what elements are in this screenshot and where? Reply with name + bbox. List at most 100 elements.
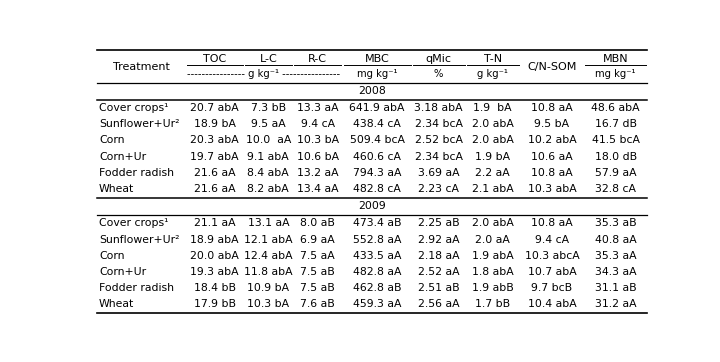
Text: 8.0 aB: 8.0 aB xyxy=(300,218,336,228)
Text: 3.18 abA: 3.18 abA xyxy=(414,103,463,113)
Text: 8.4 abA: 8.4 abA xyxy=(248,168,289,178)
Text: 13.3 aA: 13.3 aA xyxy=(297,103,338,113)
Text: 34.3 aA: 34.3 aA xyxy=(595,267,636,277)
Text: 21.6 aA: 21.6 aA xyxy=(194,168,235,178)
Text: Corn+Ur: Corn+Ur xyxy=(99,267,146,277)
Text: 2.92 aA: 2.92 aA xyxy=(418,235,459,245)
Text: 2009: 2009 xyxy=(358,201,386,211)
Text: 18.4 bB: 18.4 bB xyxy=(194,283,235,293)
Text: 13.2 aA: 13.2 aA xyxy=(297,168,338,178)
Text: 12.1 abA: 12.1 abA xyxy=(244,235,292,245)
Text: Sunflower+Ur²: Sunflower+Ur² xyxy=(99,235,179,245)
Text: Corn: Corn xyxy=(99,135,125,146)
Text: 438.4 cA: 438.4 cA xyxy=(353,119,401,129)
Text: R-C: R-C xyxy=(308,54,328,64)
Text: 460.6 cA: 460.6 cA xyxy=(353,152,401,161)
Text: 9.4 cA: 9.4 cA xyxy=(535,235,569,245)
Text: 11.8 abA: 11.8 abA xyxy=(244,267,292,277)
Text: 10.4 abA: 10.4 abA xyxy=(528,299,577,309)
Text: mg kg⁻¹: mg kg⁻¹ xyxy=(595,70,636,79)
Text: 10.8 aA: 10.8 aA xyxy=(531,103,573,113)
Text: mg kg⁻¹: mg kg⁻¹ xyxy=(357,70,397,79)
Text: 10.8 aA: 10.8 aA xyxy=(531,168,573,178)
Text: 509.4 bcA: 509.4 bcA xyxy=(350,135,405,146)
Text: Treatment: Treatment xyxy=(113,62,170,72)
Text: 10.3 bA: 10.3 bA xyxy=(297,135,339,146)
Text: 7.5 aA: 7.5 aA xyxy=(300,251,335,261)
Text: 7.5 aB: 7.5 aB xyxy=(300,283,335,293)
Text: 2008: 2008 xyxy=(358,86,386,96)
Text: C/N-SOM: C/N-SOM xyxy=(527,62,577,72)
Text: MBN: MBN xyxy=(603,54,629,64)
Text: qMic: qMic xyxy=(426,54,451,64)
Text: 10.6 aA: 10.6 aA xyxy=(531,152,573,161)
Text: 2.34 bcA: 2.34 bcA xyxy=(415,152,463,161)
Text: 9.5 aA: 9.5 aA xyxy=(251,119,286,129)
Text: 18.9 bA: 18.9 bA xyxy=(194,119,235,129)
Text: 1.9  bA: 1.9 bA xyxy=(473,103,512,113)
Text: 3.69 aA: 3.69 aA xyxy=(418,168,459,178)
Text: 462.8 aB: 462.8 aB xyxy=(353,283,401,293)
Text: 482.8 cA: 482.8 cA xyxy=(353,184,401,194)
Text: 2.51 aB: 2.51 aB xyxy=(418,283,459,293)
Text: L-C: L-C xyxy=(259,54,277,64)
Text: 9.1 abA: 9.1 abA xyxy=(248,152,289,161)
Text: 13.1 aA: 13.1 aA xyxy=(248,218,289,228)
Text: 433.5 aA: 433.5 aA xyxy=(353,251,401,261)
Text: Cover crops¹: Cover crops¹ xyxy=(99,103,168,113)
Text: 35.3 aA: 35.3 aA xyxy=(595,251,636,261)
Text: 473.4 aB: 473.4 aB xyxy=(353,218,401,228)
Text: 2.52 aA: 2.52 aA xyxy=(418,267,459,277)
Text: 9.5 bA: 9.5 bA xyxy=(534,119,570,129)
Text: 7.6 aB: 7.6 aB xyxy=(300,299,335,309)
Text: 10.8 aA: 10.8 aA xyxy=(531,218,573,228)
Text: 9.7 bcB: 9.7 bcB xyxy=(531,283,572,293)
Text: 10.3 abcA: 10.3 abcA xyxy=(525,251,580,261)
Text: 18.0 dB: 18.0 dB xyxy=(595,152,636,161)
Text: Wheat: Wheat xyxy=(99,299,134,309)
Text: 1.9 bA: 1.9 bA xyxy=(475,152,510,161)
Text: 20.3 abA: 20.3 abA xyxy=(190,135,239,146)
Text: 19.3 abA: 19.3 abA xyxy=(190,267,239,277)
Text: Corn: Corn xyxy=(99,251,125,261)
Text: Fodder radish: Fodder radish xyxy=(99,168,174,178)
Text: 2.25 aB: 2.25 aB xyxy=(418,218,459,228)
Text: Wheat: Wheat xyxy=(99,184,134,194)
Text: 9.4 cA: 9.4 cA xyxy=(301,119,335,129)
Text: 18.9 abA: 18.9 abA xyxy=(190,235,239,245)
Text: 20.7 abA: 20.7 abA xyxy=(190,103,239,113)
Text: 40.8 aA: 40.8 aA xyxy=(595,235,636,245)
Text: 552.8 aA: 552.8 aA xyxy=(353,235,401,245)
Text: 31.2 aA: 31.2 aA xyxy=(595,299,636,309)
Text: 10.9 bA: 10.9 bA xyxy=(247,283,289,293)
Text: 41.5 bcA: 41.5 bcA xyxy=(592,135,639,146)
Text: 31.1 aB: 31.1 aB xyxy=(595,283,636,293)
Text: 2.34 bcA: 2.34 bcA xyxy=(415,119,463,129)
Text: 641.9 abA: 641.9 abA xyxy=(349,103,405,113)
Text: 21.6 aA: 21.6 aA xyxy=(194,184,235,194)
Text: Sunflower+Ur²: Sunflower+Ur² xyxy=(99,119,179,129)
Text: 10.3 abA: 10.3 abA xyxy=(528,184,577,194)
Text: 16.7 dB: 16.7 dB xyxy=(595,119,636,129)
Text: 48.6 abA: 48.6 abA xyxy=(591,103,640,113)
Text: 21.1 aA: 21.1 aA xyxy=(194,218,235,228)
Text: 13.4 aA: 13.4 aA xyxy=(297,184,338,194)
Text: MBC: MBC xyxy=(365,54,390,64)
Text: 6.9 aA: 6.9 aA xyxy=(300,235,335,245)
Text: 10.2 abA: 10.2 abA xyxy=(528,135,577,146)
Text: 57.9 aA: 57.9 aA xyxy=(595,168,636,178)
Text: 2.1 abA: 2.1 abA xyxy=(472,184,513,194)
Text: 17.9 bB: 17.9 bB xyxy=(194,299,235,309)
Text: 1.8 abA: 1.8 abA xyxy=(472,267,513,277)
Text: 794.3 aA: 794.3 aA xyxy=(353,168,401,178)
Text: 7.5 aB: 7.5 aB xyxy=(300,267,335,277)
Text: 2.18 aA: 2.18 aA xyxy=(418,251,459,261)
Text: TOC: TOC xyxy=(203,54,226,64)
Text: 1.9 abA: 1.9 abA xyxy=(472,251,513,261)
Text: %: % xyxy=(434,70,444,79)
Text: 2.0 aA: 2.0 aA xyxy=(475,235,510,245)
Text: 8.2 abA: 8.2 abA xyxy=(248,184,289,194)
Text: 12.4 abA: 12.4 abA xyxy=(244,251,292,261)
Text: 10.0  aA: 10.0 aA xyxy=(246,135,291,146)
Text: Fodder radish: Fodder radish xyxy=(99,283,174,293)
